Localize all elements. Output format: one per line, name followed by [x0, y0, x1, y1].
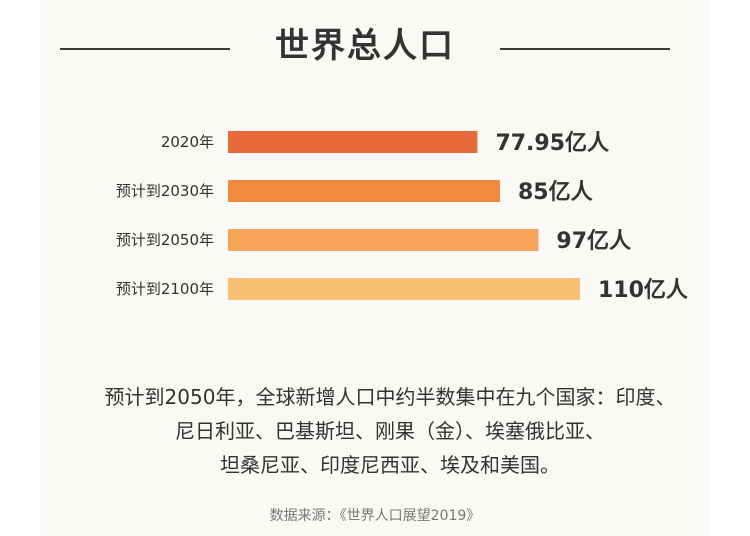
note-line: 预计到2050年，全球新增人口中约半数集中在九个国家：印度、 [104, 385, 676, 409]
note-text: 预计到2050年，全球新增人口中约半数集中在九个国家：印度、 尼日利亚、巴基斯坦… [90, 380, 690, 482]
value-label: 85亿人 [518, 180, 593, 205]
title-divider-left [60, 48, 230, 50]
title-divider-right [500, 48, 670, 50]
value-label: 110亿人 [598, 278, 688, 303]
value-label: 97亿人 [556, 229, 631, 254]
category-label: 2020年 [161, 133, 214, 151]
bar [228, 131, 478, 153]
data-source: 数据来源：《世界人口展望2019》 [269, 508, 481, 524]
note-line: 坦桑尼亚、印度尼西亚、埃及和美国。 [220, 453, 560, 477]
category-label: 预计到2050年 [116, 231, 214, 249]
bar [228, 278, 580, 300]
bar [228, 180, 500, 202]
chart-title: 世界总人口 [275, 26, 455, 66]
note-line: 尼日利亚、巴基斯坦、刚果（金）、埃塞俄比亚、 [175, 419, 605, 443]
value-label: 77.95亿人 [495, 131, 609, 156]
title-row: 世界总人口 [60, 18, 670, 74]
category-label: 预计到2030年 [116, 182, 214, 200]
category-label: 预计到2100年 [116, 280, 214, 298]
infographic-card [40, 0, 710, 536]
bar [228, 229, 539, 251]
